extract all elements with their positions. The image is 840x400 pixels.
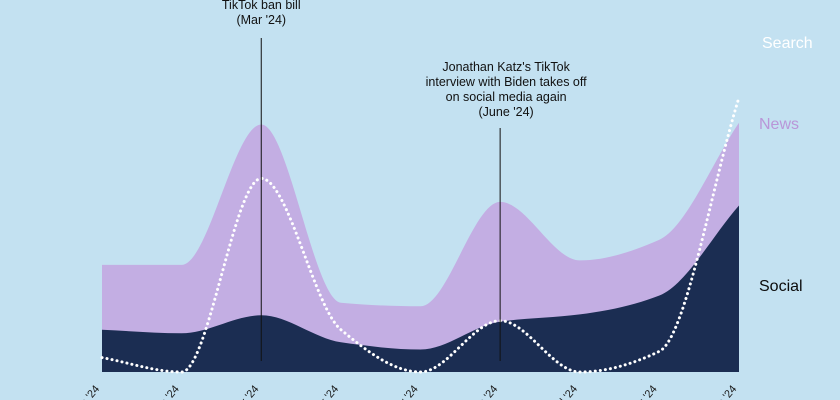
annotation-text: (June '24) — [479, 105, 534, 119]
x-tick-label: Jun '24 — [469, 383, 501, 400]
x-tick-label: Sep '24 — [706, 383, 739, 400]
legend-label-social: Social — [759, 278, 803, 295]
x-tick-label: Feb '24 — [149, 383, 182, 400]
x-tick-label: Aug '24 — [627, 383, 660, 400]
x-tick-label: Jul '24 — [551, 383, 580, 400]
search-line — [100, 96, 741, 374]
annotation-text: (Mar '24) — [236, 13, 286, 27]
annotation-text: Jonathan Katz's TikTok — [442, 60, 570, 74]
x-tick-label: Mar '24 — [229, 383, 262, 400]
annotation-text: TikTok ban bill — [222, 0, 301, 12]
legend-label-search: Search — [762, 35, 813, 52]
x-tick-label: May '24 — [387, 383, 421, 400]
legend-label-news: News — [759, 116, 799, 133]
x-tick-label: Apr '24 — [310, 383, 341, 400]
annotation-text: interview with Biden takes off — [426, 75, 587, 89]
x-tick-label: Jan '24 — [71, 383, 103, 400]
annotation-text: on social media again — [446, 90, 567, 104]
